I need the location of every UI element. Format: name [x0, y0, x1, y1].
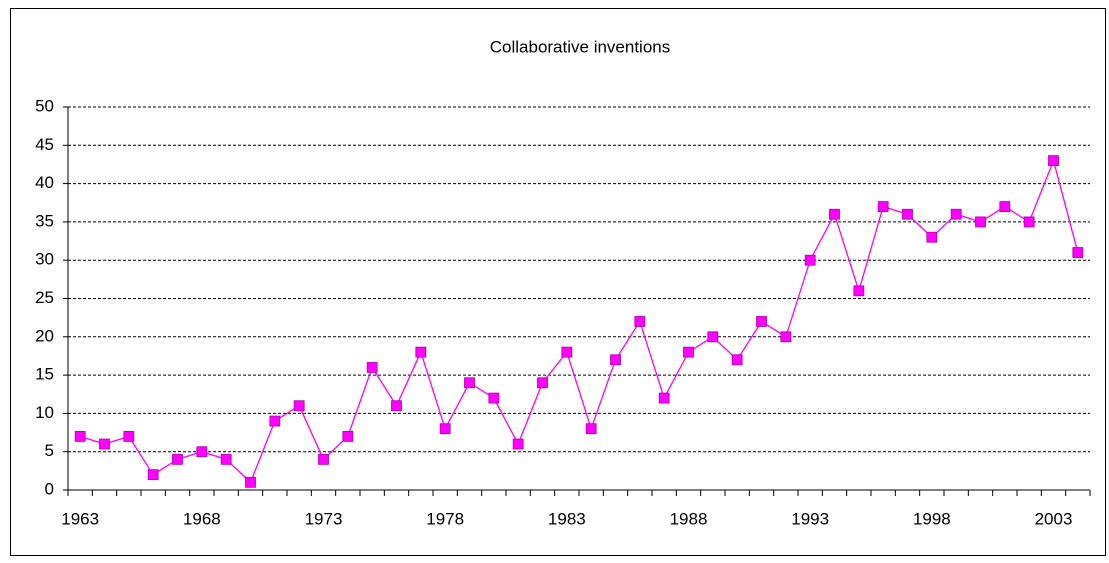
point-marker — [512, 438, 524, 450]
point-marker — [731, 354, 743, 366]
point-marker — [269, 415, 281, 427]
y-tick-label: 40 — [35, 173, 54, 192]
point-marker — [172, 453, 183, 465]
point-marker — [780, 331, 792, 343]
point-marker — [1072, 247, 1084, 258]
point-marker — [439, 423, 451, 435]
point-marker — [488, 392, 500, 404]
x-tick-label: 1998 — [913, 509, 951, 528]
point-marker — [196, 446, 208, 458]
x-tick-label: 1973 — [305, 509, 343, 528]
x-tick-label: 1963 — [61, 509, 99, 528]
point-marker — [804, 254, 816, 266]
y-tick-label: 20 — [35, 326, 54, 345]
point-marker — [220, 453, 232, 465]
point-marker — [926, 231, 938, 243]
point-marker — [829, 208, 840, 220]
point-marker — [293, 400, 305, 412]
y-tick-label: 10 — [35, 403, 54, 422]
point-marker — [707, 331, 719, 343]
point-marker — [975, 216, 986, 228]
x-tick-label: 1968 — [183, 509, 221, 528]
point-marker — [658, 392, 670, 404]
x-tick-label: 1978 — [426, 509, 464, 528]
point-marker — [1048, 155, 1059, 167]
point-marker — [950, 208, 962, 220]
point-marker — [123, 430, 135, 442]
point-marker — [74, 430, 86, 442]
point-marker — [99, 438, 110, 450]
x-tick-label: 1993 — [791, 509, 829, 528]
y-tick-label: 25 — [35, 288, 54, 307]
point-marker — [853, 285, 865, 297]
chart-border — [10, 8, 1106, 556]
point-marker — [585, 423, 597, 435]
point-marker — [561, 346, 573, 358]
point-marker — [342, 430, 354, 442]
y-tick-label: 45 — [35, 135, 54, 154]
point-marker — [415, 346, 427, 358]
point-marker — [902, 208, 913, 220]
point-marker — [634, 316, 646, 327]
point-marker — [999, 201, 1011, 212]
point-marker — [1023, 216, 1035, 228]
x-tick-label: 2003 — [1035, 509, 1073, 528]
x-tick-label: 1983 — [548, 509, 586, 528]
point-marker — [683, 346, 694, 358]
point-marker — [610, 354, 621, 366]
y-tick-label: 35 — [35, 211, 54, 230]
y-tick-label: 50 — [35, 96, 54, 115]
point-marker — [391, 400, 402, 412]
y-tick-label: 0 — [45, 479, 54, 498]
point-marker — [537, 377, 548, 389]
point-marker — [147, 469, 159, 481]
point-marker — [464, 377, 475, 389]
point-marker — [245, 476, 256, 488]
point-marker — [877, 201, 889, 212]
y-tick-label: 15 — [35, 365, 54, 384]
x-tick-label: 1988 — [670, 509, 708, 528]
point-marker — [756, 316, 767, 327]
chart-title: Collaborative inventions — [490, 37, 671, 56]
y-tick-label: 5 — [45, 441, 54, 460]
point-marker — [366, 362, 378, 373]
point-marker — [318, 453, 329, 465]
y-tick-label: 30 — [35, 250, 54, 269]
